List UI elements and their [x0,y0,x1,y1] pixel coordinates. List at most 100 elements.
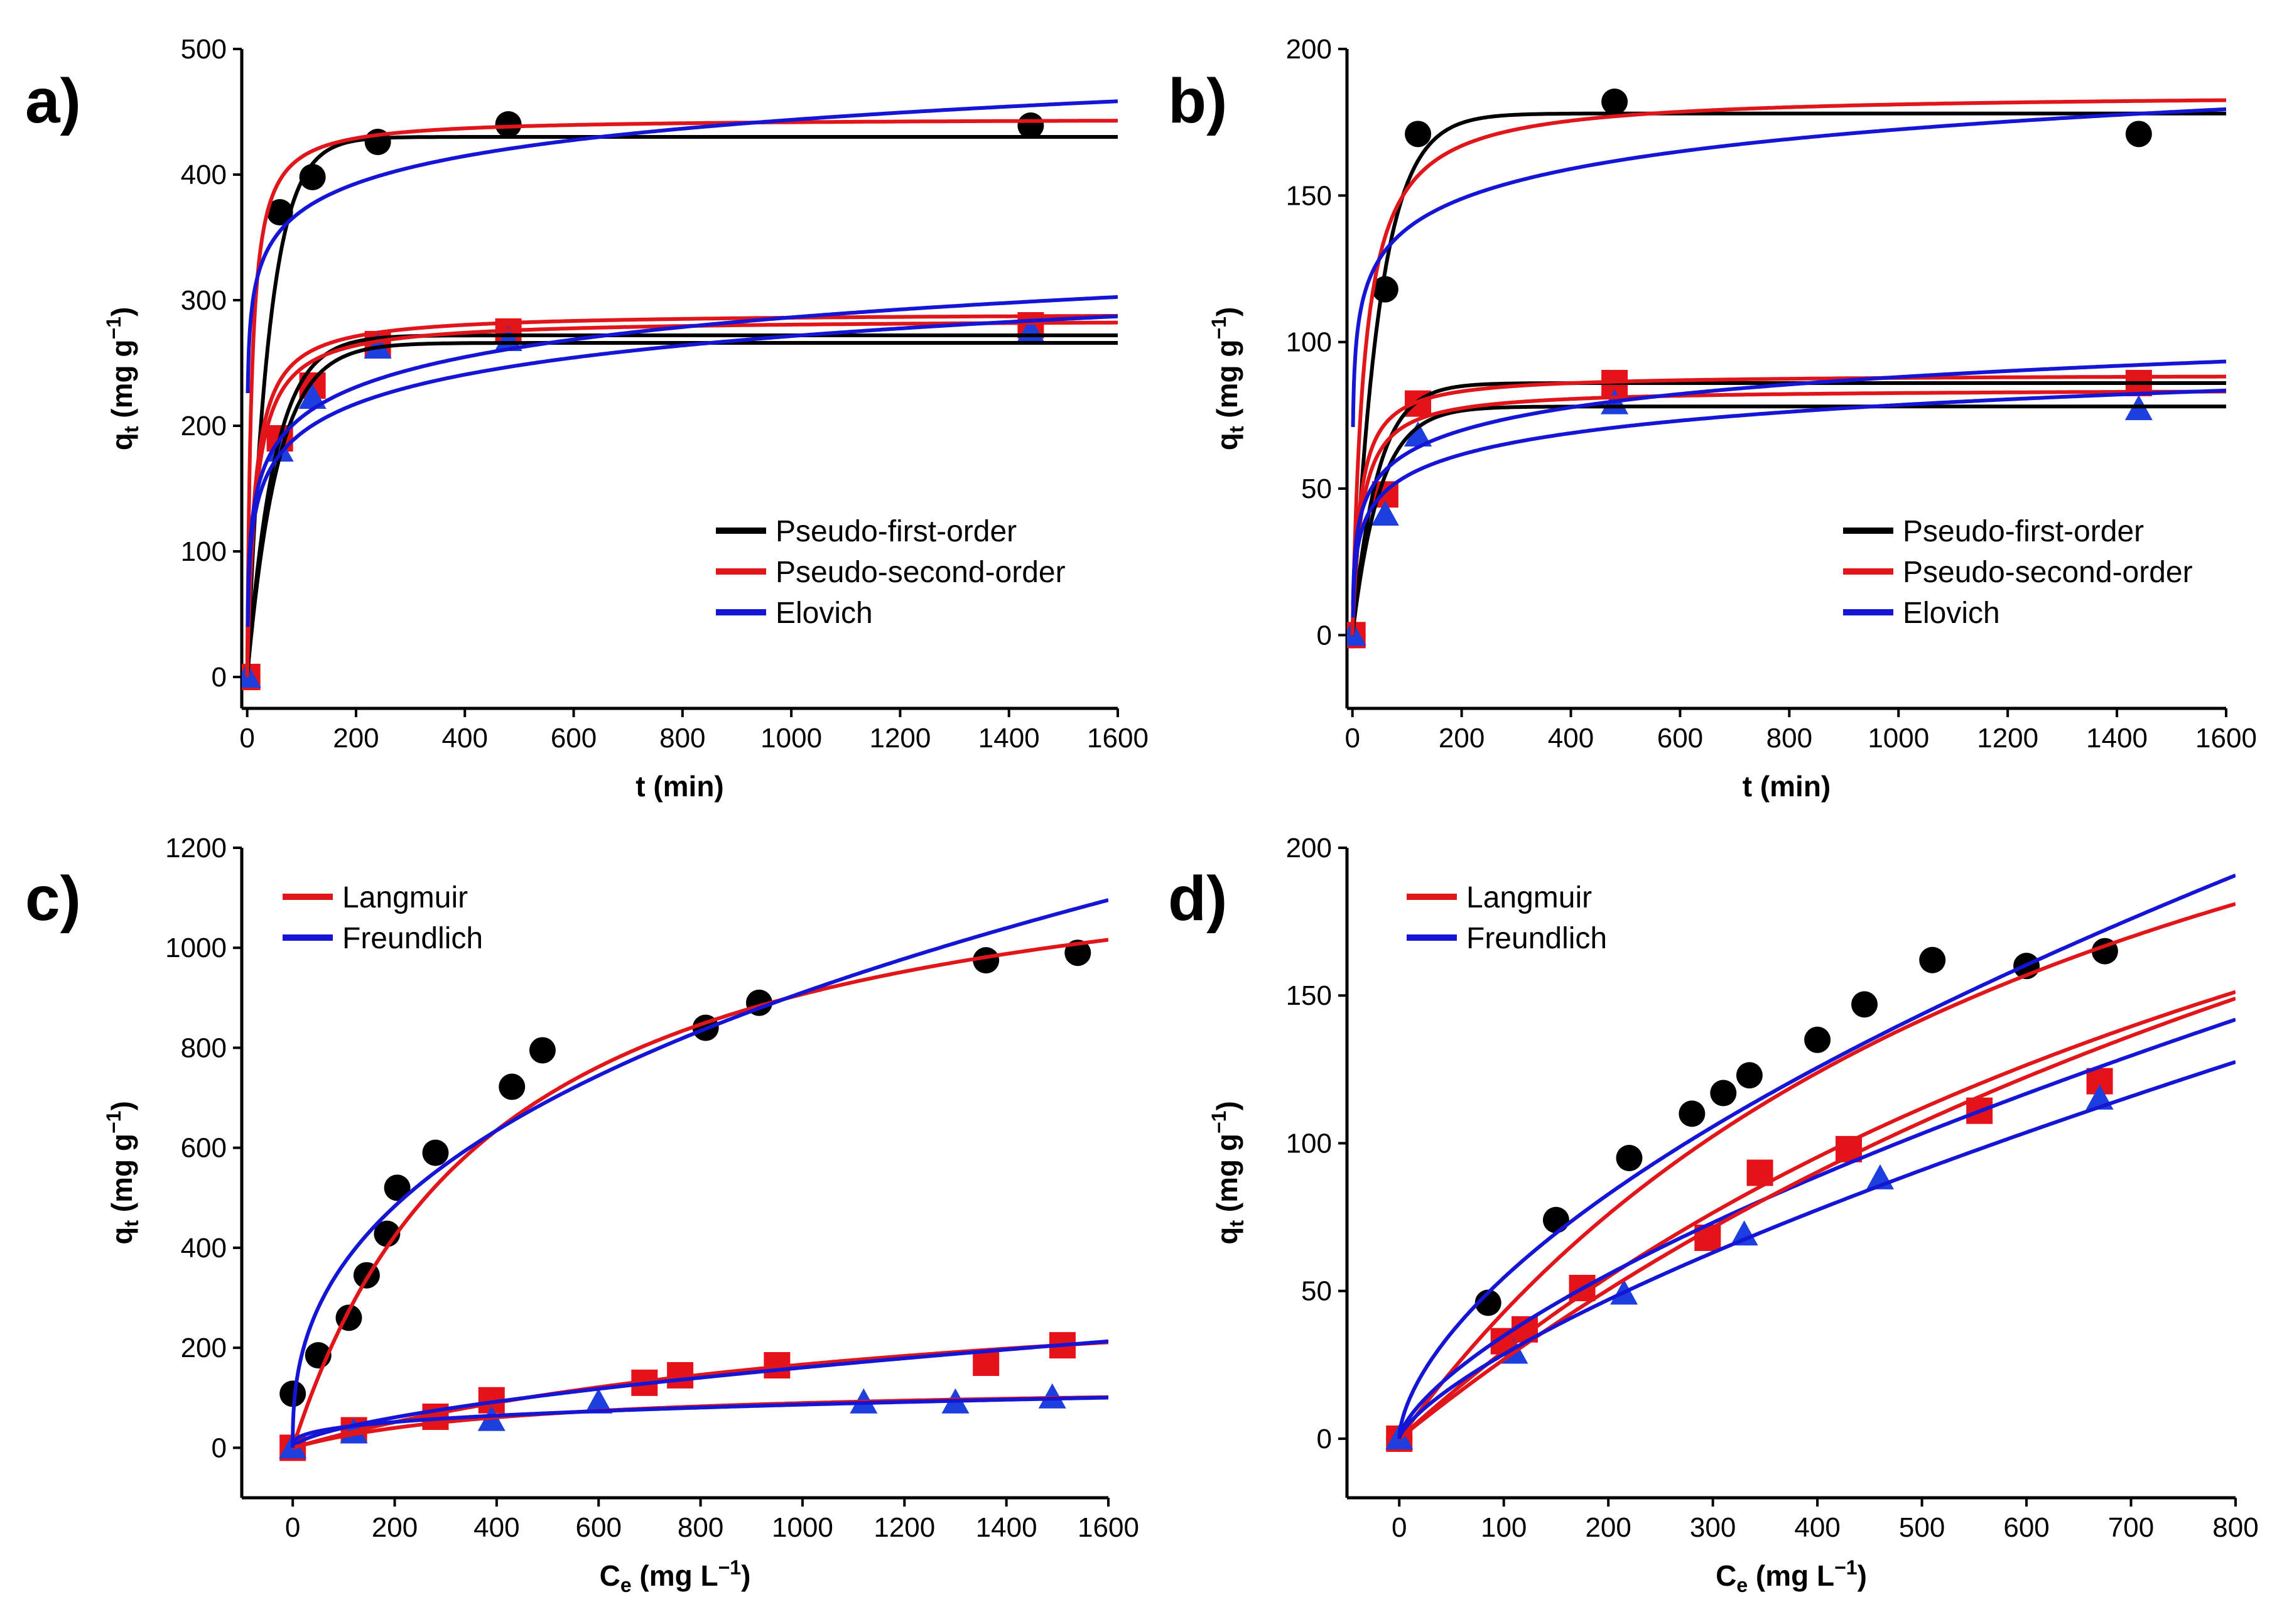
axis-title-close: ) [105,307,138,317]
x-tick-label: 500 [1899,1512,1945,1543]
y-tick-label: 200 [181,411,227,441]
legend: Pseudo-first-order Pseudo-second-order Elo… [1843,515,2193,630]
plot-area [1385,874,2236,1452]
axis-title-exp: −1 [1834,1556,1857,1579]
panel-b: 0 200 400 600 800 1000 1200 1400 1600 0 50 100 150 20… [1168,34,2257,803]
elovich-fit-curve [246,314,1118,627]
circle-point [279,1380,306,1407]
circle-point [422,1139,449,1166]
y-tick-label: 0 [212,1432,227,1463]
legend-label: Elovich [1903,597,2000,630]
y-tick-label: 150 [1286,980,1332,1011]
x-tick-label: 1400 [2086,723,2148,754]
y-tick-label: 50 [1301,1276,1332,1307]
circle-point [499,1073,526,1100]
elovich-fit-curve [246,99,1118,394]
x-tick-label: 100 [1481,1512,1527,1543]
circle-point [1542,1206,1569,1233]
y-tick-label: 50 [1301,474,1332,504]
y-tick-label: 800 [181,1032,227,1063]
circle-point [1017,112,1044,139]
x-tick-label: 800 [678,1512,723,1543]
legend-label: Pseudo-first-order [1903,515,2144,548]
legend: Langmuir Freundlich [1407,881,1607,955]
x-tick-label: 600 [1657,723,1703,754]
langmuir-fit-curve [1397,902,2236,1441]
axis-title-main: q [105,1227,138,1245]
triangle-point [1404,421,1432,447]
x-tick-label: 1400 [976,1512,1037,1543]
x-axis-title: t (min) [1743,770,1831,803]
x-tick-label: 1200 [869,723,931,754]
freundlich-fit-curve [291,1339,1108,1449]
axis-title-close: ) [1211,307,1243,317]
pso-fit-curve [1350,98,2226,636]
x-tick-label: 200 [1439,723,1485,754]
triangle-point [266,436,294,462]
axis-title-main: C [600,1559,620,1592]
axis-title-close: ) [741,1559,750,1592]
y-tick-label: 200 [1286,833,1332,863]
circle-point [1371,276,1398,303]
legend-label: Pseudo-second-order [776,556,1066,589]
pso-fit-curve [245,320,1118,677]
triangle-point [1371,501,1399,526]
x-tick-label: 400 [473,1512,519,1543]
x-tick-label: 1400 [978,723,1040,754]
circle-point [1710,1080,1737,1107]
pfo-fit-curve [245,135,1118,677]
plot-area [1347,89,2226,649]
circle-point [384,1174,411,1201]
circle-point [495,111,522,138]
x-tick-label: 1000 [772,1512,833,1543]
panel-d: 0 100 200 300 400 500 600 700 800 0 50 100 150 200 Ce … [1168,833,2259,1596]
pfo-fit-curve [245,341,1118,678]
circle-point [1736,1062,1763,1089]
x-axis-title: t (min) [636,770,724,803]
y-tick-label: 1000 [165,933,227,963]
triangle-point [1730,1220,1758,1246]
legend-label: Pseudo-second-order [1903,556,2193,589]
axis-title-units: (mg g [105,340,138,426]
axis-title-units: (mg L [632,1559,718,1592]
triangle-point [298,384,327,409]
elovich-fit-curve [1351,107,2226,427]
circle-point [1405,121,1432,148]
y-tick-label: 100 [1286,327,1332,358]
y-tick-label: 0 [212,662,227,693]
langmuir-fit-curve [1397,997,2236,1441]
axis-title-exp: −1 [1208,317,1230,339]
axis-title-main: C [1716,1559,1736,1592]
legend-label: Pseudo-first-order [776,515,1017,548]
y-axis-title: qt (mg g−1) [1208,307,1248,451]
x-axis-title: Ce (mg L−1) [1716,1556,1867,1596]
y-tick-label: 100 [181,536,227,567]
x-tick-label: 0 [1392,1512,1407,1543]
axis-title-sub: t [120,1220,143,1227]
y-tick-label: 600 [181,1133,227,1164]
y-axis-title: qt (mg g−1) [102,1101,143,1245]
freundlich-fit-curve [291,1395,1108,1448]
y-tick-label: 400 [181,1233,227,1264]
axis-title-exp: −1 [102,1111,125,1134]
triangle-point [1038,1383,1066,1409]
legend-label: Elovich [776,597,873,630]
x-tick-label: 300 [1690,1512,1736,1543]
x-tick-label: 600 [551,723,597,754]
pso-fit-curve [245,119,1118,677]
axis-title-exp: −1 [102,317,125,339]
freundlich-fit-curve [1397,1060,2236,1440]
elovich-fit-curve [1351,388,2226,618]
x-tick-label: 400 [442,723,488,754]
legend-label: Langmuir [1466,881,1592,914]
circle-point [1474,1289,1501,1316]
pso-fit-curve [1350,389,2226,636]
y-tick-label: 100 [1286,1128,1332,1159]
axis-title-main: q [1211,433,1243,450]
x-tick-label: 1000 [760,723,822,754]
x-tick-label: 400 [1548,723,1594,754]
x-tick-label: 0 [1344,723,1360,754]
axis-title-main: q [1211,1227,1243,1245]
y-tick-label: 1200 [165,833,227,863]
